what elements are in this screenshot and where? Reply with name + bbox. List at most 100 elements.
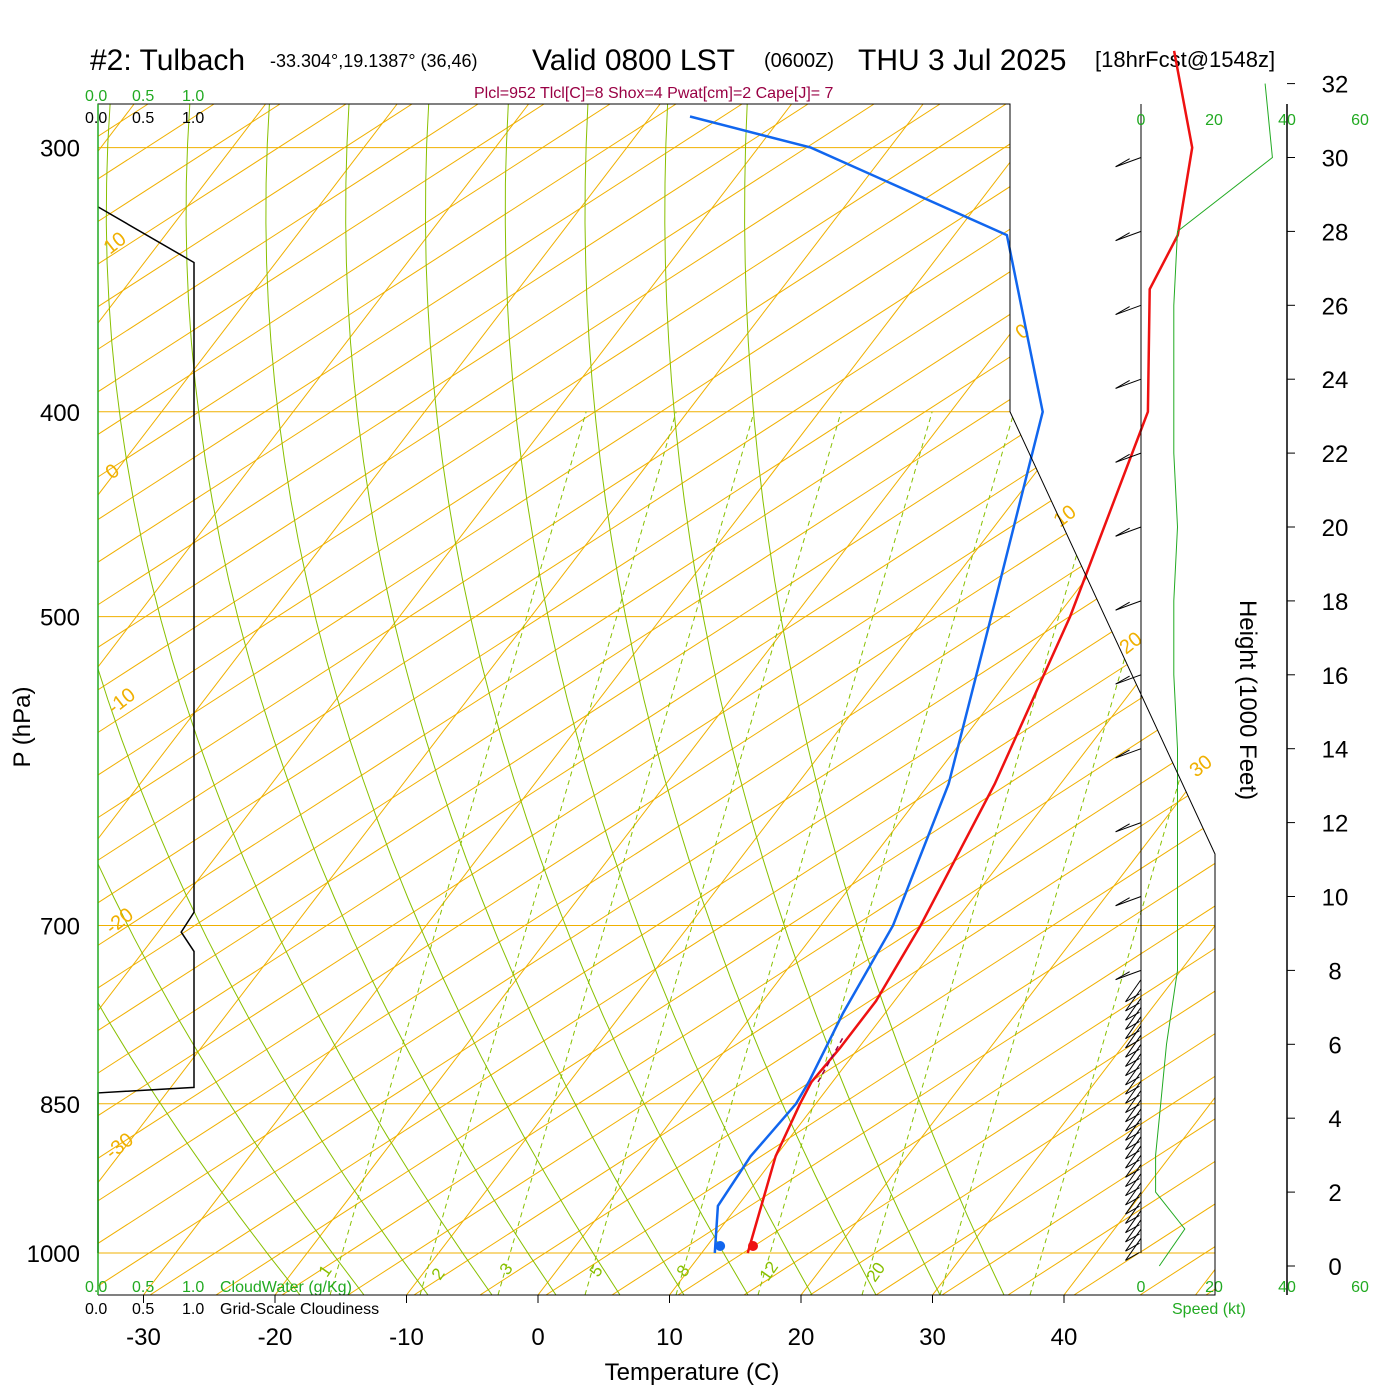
height-tick-28: 28 bbox=[1322, 219, 1349, 246]
x-tick--30: -30 bbox=[126, 1324, 161, 1351]
wind-barb-flag bbox=[1115, 380, 1130, 389]
isotherm-label-1: 0 bbox=[102, 460, 124, 484]
moist-adiabat-1 bbox=[98, 104, 365, 1295]
wind-barb bbox=[1125, 997, 1142, 1021]
wind-barb-flag bbox=[1125, 1076, 1140, 1086]
wind-barb bbox=[1115, 157, 1142, 168]
isotherm--20 bbox=[274, 104, 1187, 1295]
forecast-info: [18hrFcst@1548z] bbox=[1095, 47, 1275, 72]
mixing-ratio-2 bbox=[497, 411, 755, 1295]
wind-barb-flag bbox=[1125, 1178, 1140, 1187]
isotherm-label-5: 0 bbox=[1012, 320, 1034, 344]
wind-barb-flag bbox=[1115, 527, 1130, 537]
dry-adiabat-8 bbox=[677, 104, 1215, 1295]
x-tick--10: -10 bbox=[389, 1324, 424, 1351]
wind-barb bbox=[1125, 1080, 1142, 1104]
y-tick-1000: 1000 bbox=[27, 1241, 80, 1268]
isotherm--80 bbox=[98, 104, 398, 1295]
height-tick-20: 20 bbox=[1322, 515, 1349, 542]
speed-axis-label: Speed (kt) bbox=[1172, 1301, 1246, 1318]
dry-adiabat--19 bbox=[98, 104, 743, 1295]
mixing-ratio-label-2: 3 bbox=[496, 1260, 517, 1279]
mixing-ratio-label-1: 2 bbox=[428, 1265, 449, 1284]
dry-adiabat--24 bbox=[98, 104, 413, 1295]
wind-barb bbox=[1125, 1034, 1142, 1058]
dry-adiabat-4 bbox=[413, 104, 1215, 1295]
mixing-ratio-label-0: 1 bbox=[315, 1262, 336, 1281]
wind-barb bbox=[1125, 1062, 1142, 1086]
cloud-bottom-black-0: 0.0 bbox=[85, 1301, 107, 1318]
cloudwater-scale-bottom: 0.0 0.5 1.0 CloudWater (g/Kg) 0.0 0.5 1.… bbox=[85, 1279, 379, 1318]
wind-barb-flag bbox=[1115, 971, 1130, 981]
wind-barb-flag bbox=[1125, 1131, 1140, 1141]
wind-barb bbox=[1125, 1007, 1142, 1030]
isotherm-label-7: 20 bbox=[1116, 628, 1147, 659]
height-tick-30: 30 bbox=[1322, 146, 1349, 173]
speed-top-20: 20 bbox=[1205, 112, 1223, 129]
wind-barb bbox=[1115, 822, 1142, 833]
speed-bottom-40: 40 bbox=[1278, 1279, 1296, 1296]
wind-barb-flag bbox=[1115, 453, 1130, 463]
wind-barb-flag bbox=[1125, 1141, 1140, 1150]
wind-barb bbox=[1115, 969, 1142, 981]
speed-bottom-60: 60 bbox=[1351, 1279, 1369, 1296]
dry-adiabat--12 bbox=[98, 104, 1205, 1295]
skewt-grid bbox=[98, 104, 1400, 1295]
height-tick-26: 26 bbox=[1322, 293, 1349, 320]
wind-barb bbox=[1115, 674, 1142, 685]
wind-barb-flag bbox=[1125, 1224, 1140, 1234]
wind-barb bbox=[1125, 1090, 1142, 1113]
wind-barb bbox=[1125, 1228, 1142, 1252]
wind-barb-flag bbox=[1125, 1094, 1140, 1104]
wind-barb bbox=[1115, 452, 1142, 463]
zulu-time: (0600Z) bbox=[764, 50, 834, 72]
dry-adiabat--23 bbox=[98, 104, 479, 1295]
dry-adiabat--1 bbox=[98, 104, 1215, 1295]
moist-adiabat-5 bbox=[265, 104, 621, 1295]
wind-barb-flag bbox=[1125, 1150, 1140, 1160]
moist-adiabat-2 bbox=[98, 104, 429, 1295]
isotherm-label-8: 30 bbox=[1186, 751, 1217, 782]
mixing-ratio-4 bbox=[675, 411, 933, 1295]
wind-barb-flag bbox=[1125, 1168, 1140, 1178]
cloudiness-line bbox=[97, 206, 195, 1253]
dry-adiabat--8 bbox=[98, 104, 1215, 1295]
wind-barb bbox=[1125, 1025, 1142, 1049]
moist-adiabat-6 bbox=[345, 104, 685, 1295]
cloud-top-black-2: 1.0 bbox=[182, 110, 204, 127]
isotherm--70 bbox=[98, 104, 530, 1295]
dry-adiabat-10 bbox=[809, 104, 1215, 1295]
speed-top-40: 40 bbox=[1278, 112, 1296, 129]
moist-adiabat-4 bbox=[185, 104, 557, 1295]
mixing-ratio-label-3: 5 bbox=[586, 1262, 607, 1281]
speed-scale-top: 0 20 40 60 bbox=[1137, 112, 1369, 129]
speed-top-60: 60 bbox=[1351, 112, 1369, 129]
dry-adiabat-0 bbox=[149, 104, 1215, 1295]
wind-barb-flag bbox=[1125, 1122, 1140, 1132]
dry-adiabat--2 bbox=[98, 104, 1215, 1295]
dewpoint-line bbox=[689, 115, 1044, 1254]
isotherm-label-2: -10 bbox=[104, 684, 140, 719]
cloudwater-scale-top: 0.0 0.5 1.0 0.0 0.5 1.0 bbox=[85, 88, 204, 127]
wind-barb-flag bbox=[1125, 1057, 1140, 1067]
isotherm--60 bbox=[98, 104, 661, 1295]
height-tick-32: 32 bbox=[1322, 72, 1349, 99]
dry-adiabat--17 bbox=[98, 104, 875, 1295]
mixing-ratio-1 bbox=[419, 411, 677, 1295]
cloudiness-panel bbox=[97, 206, 195, 1253]
isotherm--40 bbox=[98, 104, 924, 1295]
cloud-top-black-1: 0.5 bbox=[132, 110, 154, 127]
wind-barb bbox=[1125, 1071, 1142, 1095]
dry-adiabat-5 bbox=[479, 104, 1215, 1295]
speed-top-0: 0 bbox=[1137, 112, 1146, 129]
dry-adiabat-18 bbox=[1338, 104, 1400, 1295]
wind-barb bbox=[1125, 1108, 1142, 1132]
wind-barb bbox=[1115, 526, 1142, 537]
x-tick-10: 10 bbox=[656, 1324, 683, 1351]
speed-bottom-20: 20 bbox=[1205, 1279, 1223, 1296]
wind-barb bbox=[1125, 1044, 1142, 1067]
mixing-ratio-8 bbox=[1029, 411, 1215, 1295]
wind-barb-flag bbox=[1115, 232, 1130, 242]
dry-adiabat-7 bbox=[611, 104, 1215, 1295]
wind-barb bbox=[1125, 1210, 1142, 1233]
